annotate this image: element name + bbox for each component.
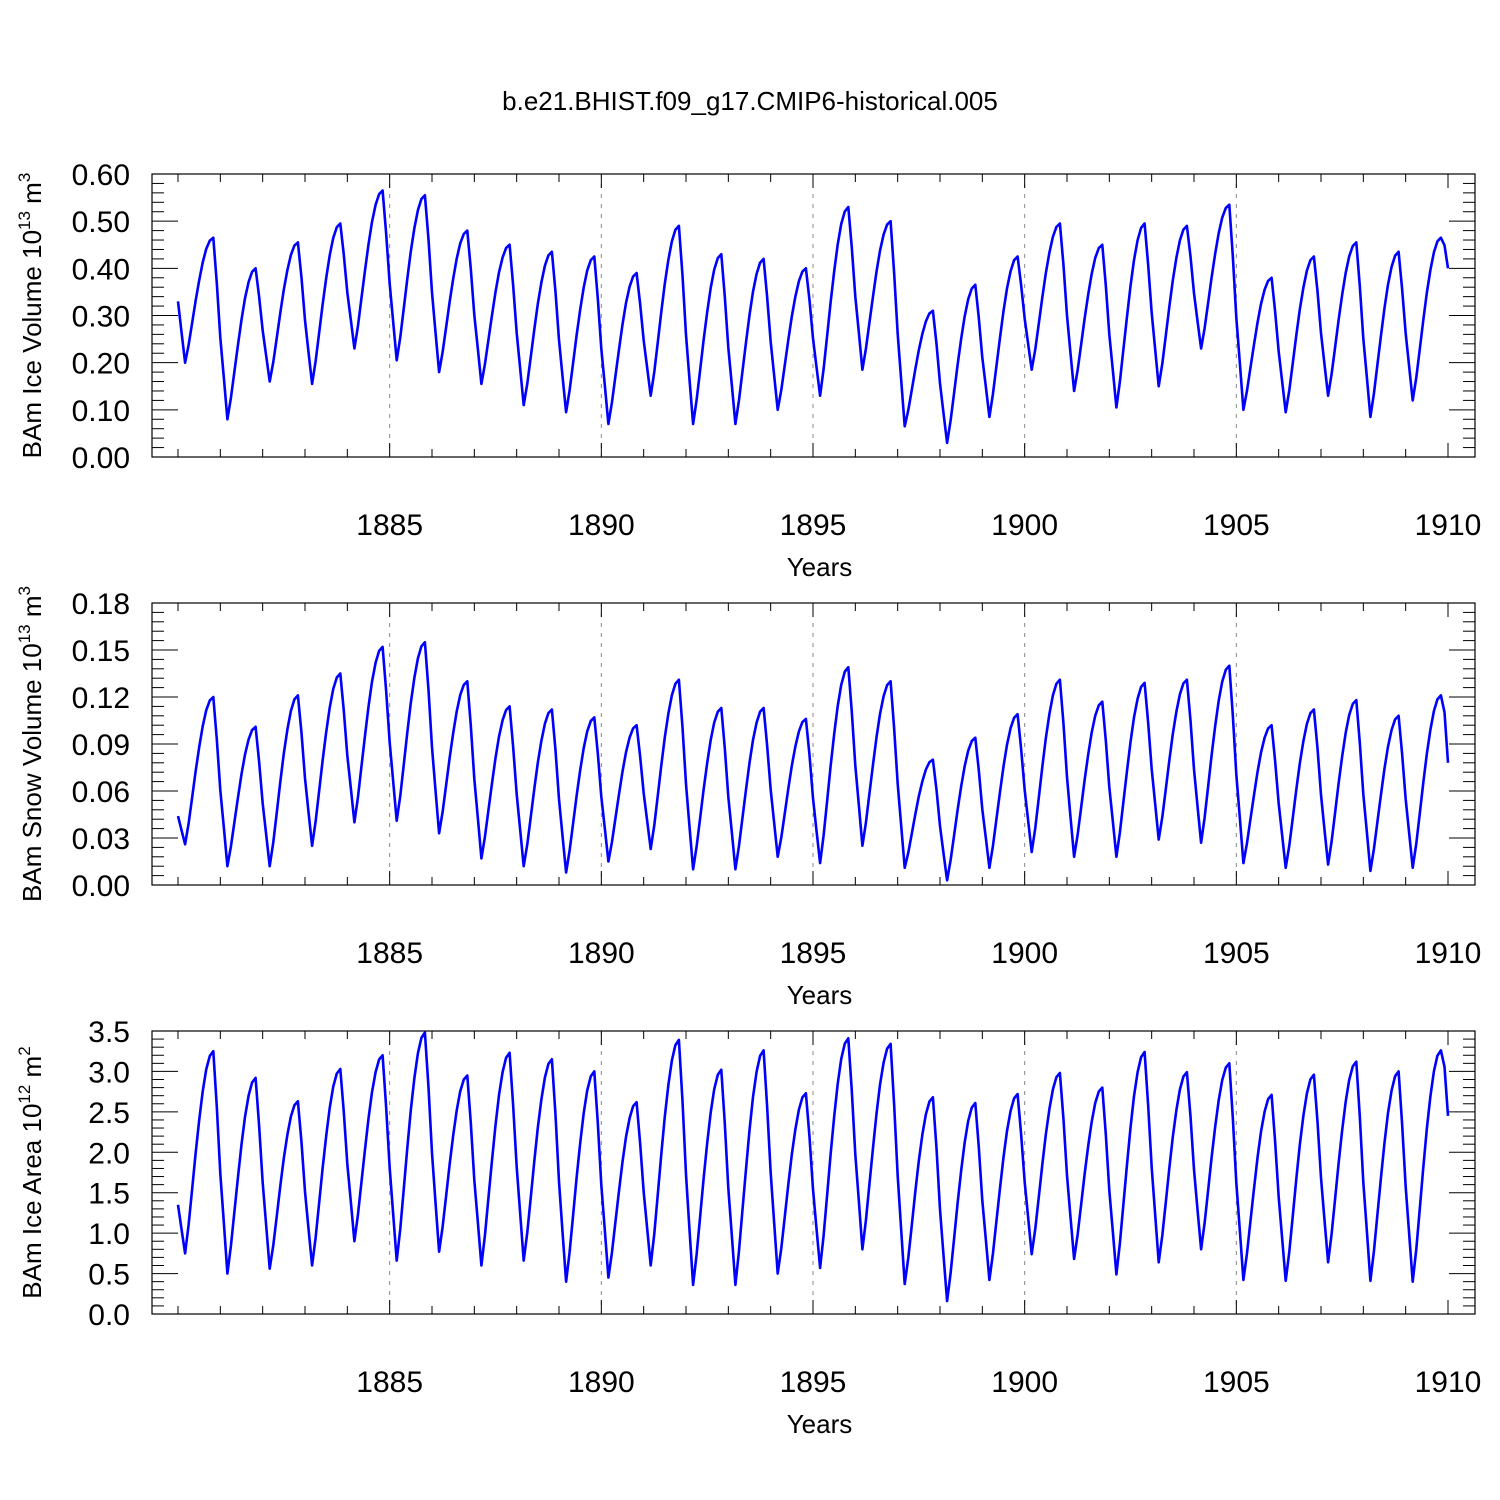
y-tick-label: 0.03	[72, 823, 130, 856]
y-tick-label: 0.50	[72, 206, 130, 239]
x-tick-label: 1885	[356, 1366, 423, 1399]
y-tick-label: 3.5	[88, 1016, 130, 1049]
y-tick-label: 0.06	[72, 776, 130, 809]
y-axis-label: BAm Ice Volume 1013 m3	[15, 173, 47, 459]
figure-title: b.e21.BHIST.f09_g17.CMIP6-historical.005	[502, 86, 998, 116]
y-tick-label: 0.12	[72, 682, 130, 715]
y-tick-label: 0.00	[72, 442, 130, 475]
x-tick-label: 1910	[1415, 509, 1482, 542]
y-tick-label: 1.5	[88, 1178, 130, 1211]
y-tick-label: 0.30	[72, 301, 130, 334]
y-tick-label: 1.0	[88, 1218, 130, 1251]
x-tick-label: 1885	[356, 509, 423, 542]
y-tick-label: 3.0	[88, 1056, 130, 1089]
x-tick-label: 1885	[356, 937, 423, 970]
x-tick-label: 1900	[991, 937, 1058, 970]
x-tick-label: 1905	[1203, 509, 1270, 542]
y-tick-label: 0.18	[72, 588, 130, 621]
x-tick-label: 1905	[1203, 1366, 1270, 1399]
x-tick-label: 1895	[780, 1366, 847, 1399]
panel-snow-volume: 0.00 0.03 0.06 0.09 0.12 0.15 0.18 1885 1890 1895…	[15, 586, 1481, 1010]
panel-ice-area: 0.0 0.5 1.0 1.5 2.0 2.5 3.0 3.5 1885 1890 1895 1900…	[15, 1016, 1481, 1439]
y-tick-label: 0.20	[72, 348, 130, 381]
y-tick-label: 0.00	[72, 870, 130, 903]
y-tick-label: 0.10	[72, 395, 130, 428]
series-line	[176, 1031, 1450, 1303]
y-tick-label: 2.0	[88, 1137, 130, 1170]
x-tick-label: 1890	[568, 937, 635, 970]
x-tick-label: 1895	[780, 937, 847, 970]
y-axis-label: BAm Ice Area 1012 m2	[15, 1046, 47, 1298]
y-tick-label: 0.60	[72, 159, 130, 192]
y-tick-label: 0.5	[88, 1259, 130, 1292]
y-tick-label: 0.40	[72, 253, 130, 286]
panels-group: 0.00 0.10 0.20 0.30 0.40 0.50 0.60 1885 1890 1895…	[15, 159, 1481, 1439]
x-tick-label: 1900	[991, 509, 1058, 542]
x-axis-label: Years	[787, 1409, 853, 1439]
x-tick-label: 1890	[568, 1366, 635, 1399]
x-tick-label: 1910	[1415, 937, 1482, 970]
x-tick-label: 1910	[1415, 1366, 1482, 1399]
y-tick-label: 0.15	[72, 635, 130, 668]
series-line	[176, 189, 1450, 445]
x-tick-label: 1905	[1203, 937, 1270, 970]
y-tick-label: 2.5	[88, 1097, 130, 1130]
x-axis-label: Years	[787, 980, 853, 1010]
x-tick-label: 1895	[780, 509, 847, 542]
y-tick-label: 0.0	[88, 1299, 130, 1332]
x-tick-label: 1900	[991, 1366, 1058, 1399]
x-tick-label: 1890	[568, 509, 635, 542]
y-tick-label: 0.09	[72, 729, 130, 762]
series-line	[176, 640, 1450, 882]
panel-ice-volume: 0.00 0.10 0.20 0.30 0.40 0.50 0.60 1885 1890 1895…	[15, 159, 1481, 582]
x-axis-label: Years	[787, 552, 853, 582]
y-axis-label: BAm Snow Volume 1013 m3	[15, 586, 47, 902]
